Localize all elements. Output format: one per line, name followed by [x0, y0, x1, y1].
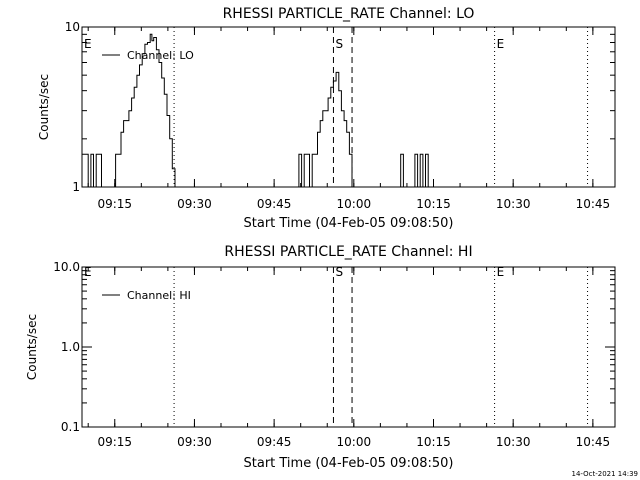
timestamp-label: 14-Oct-2021 14:39: [572, 470, 638, 478]
marker-label: S: [335, 37, 343, 51]
plot-frame: [81, 26, 616, 188]
panel-hi: RHESSI PARTICLE_RATE Channel: HI Start Ti…: [25, 244, 616, 471]
marker-label: E: [84, 265, 92, 279]
marker-label: S: [335, 265, 343, 279]
chart-title: RHESSI PARTICLE_RATE Channel: LO: [223, 6, 475, 22]
y-tick-label: 0.1: [61, 420, 80, 434]
y-tick-label: 10.0: [53, 260, 80, 274]
panel-lo: RHESSI PARTICLE_RATE Channel: LO Start Ti…: [37, 6, 616, 231]
y-tick-label: 1: [72, 180, 80, 194]
y-axis-label: Counts/sec: [25, 314, 39, 380]
x-axis-label: Start Time (04-Feb-05 09:08:50): [244, 216, 454, 231]
x-tick-label: 09:30: [177, 435, 212, 449]
legend-label: Channel: LO: [127, 49, 194, 62]
x-tick-label: 09:15: [97, 197, 132, 211]
x-tick-label: 10:30: [496, 435, 531, 449]
x-tick-label: 10:15: [416, 435, 451, 449]
x-tick-label: 10:45: [576, 197, 611, 211]
x-tick-label: 09:45: [257, 435, 292, 449]
marker-label: E: [497, 37, 505, 51]
marker-label: E: [497, 265, 505, 279]
x-tick-label: 10:30: [496, 197, 531, 211]
y-axis-label: Counts/sec: [37, 74, 51, 140]
x-tick-label: 10:45: [576, 435, 611, 449]
x-tick-label: 10:00: [337, 435, 372, 449]
y-tick-label: 10: [65, 20, 80, 34]
x-axis-label: Start Time (04-Feb-05 09:08:50): [244, 456, 454, 471]
x-tick-label: 09:45: [257, 197, 292, 211]
series-line: [82, 33, 429, 188]
x-tick-label: 10:00: [337, 197, 372, 211]
marker-label: E: [84, 37, 92, 51]
y-tick-label: 1.0: [61, 340, 80, 354]
x-tick-label: 10:15: [416, 197, 451, 211]
legend-label: Channel: HI: [127, 289, 191, 302]
x-tick-label: 09:15: [97, 435, 132, 449]
x-tick-label: 09:30: [177, 197, 212, 211]
chart-title: RHESSI PARTICLE_RATE Channel: HI: [224, 244, 472, 260]
